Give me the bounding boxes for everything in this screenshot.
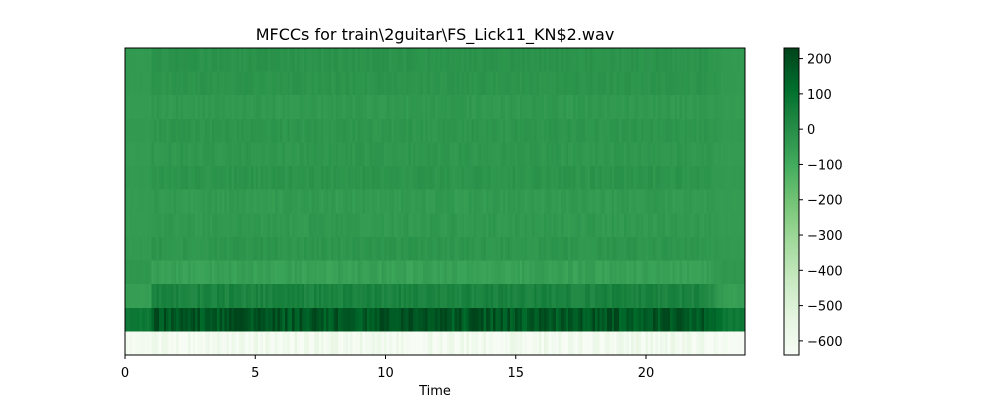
x-axis-label: Time [418,384,451,399]
x-tick-label: 0 [121,366,129,381]
x-axis: 0 5 10 15 20 [121,355,654,381]
x-tick-label: 10 [377,366,394,381]
colorbar: 200 100 0 −100 −200 −300 −400 −500 −600 [784,48,843,355]
heatmap [125,48,745,355]
x-tick-label: 20 [638,366,655,381]
colorbar-tick-label: −400 [807,264,843,279]
colorbar-tick-label: 100 [807,88,832,103]
colorbar-tick-label: −500 [807,300,843,315]
colorbar-tick-label: −100 [807,158,843,173]
colorbar-tick-label: −600 [807,335,843,350]
colorbar-gradient [784,48,799,355]
x-tick-label: 5 [251,366,259,381]
colorbar-tick-label: 200 [807,53,832,68]
x-tick-label: 15 [507,366,524,381]
colorbar-tick-label: −200 [807,194,843,209]
colorbar-tick-label: −300 [807,229,843,244]
colorbar-tick-label: 0 [807,123,815,138]
mfcc-heatmap-image [125,48,745,355]
chart-title: MFCCs for train\2guitar\FS_Lick11_KN$2.w… [256,25,615,45]
